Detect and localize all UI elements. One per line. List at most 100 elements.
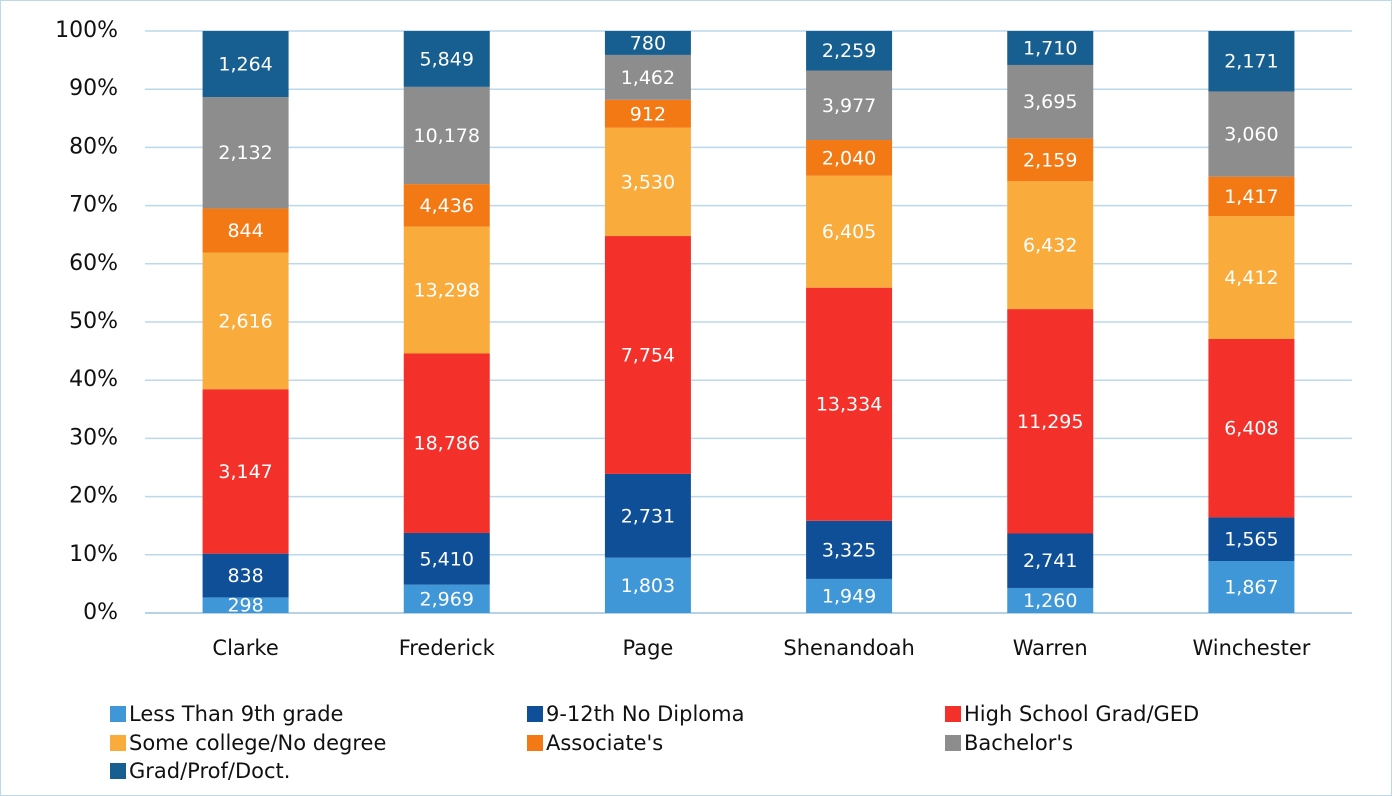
data-label: 5,410 <box>420 548 474 570</box>
data-label: 780 <box>630 32 666 54</box>
data-label: 1,417 <box>1224 186 1278 208</box>
data-label: 7,754 <box>621 344 675 366</box>
x-tick-label: Clarke <box>212 636 278 660</box>
bar-segment <box>1007 181 1094 310</box>
y-tick-label: 10% <box>69 542 118 567</box>
data-label: 2,259 <box>822 40 876 62</box>
data-label: 2,159 <box>1023 149 1077 171</box>
data-label: 13,298 <box>414 279 480 301</box>
bar-segment <box>604 54 691 100</box>
legend-swatch <box>527 735 543 751</box>
data-label: 2,132 <box>218 142 272 164</box>
legend-label: 9-12th No Diploma <box>546 702 744 726</box>
data-label: 2,040 <box>822 147 876 169</box>
bar-segment <box>202 31 289 98</box>
y-tick-label: 20% <box>69 484 118 509</box>
legend-swatch <box>110 763 126 779</box>
data-label: 1,867 <box>1224 577 1278 599</box>
legend-label: High School Grad/GED <box>964 702 1199 726</box>
data-label: 2,741 <box>1023 550 1077 572</box>
data-label: 838 <box>227 565 263 587</box>
bar-segment <box>1208 216 1295 339</box>
data-label: 298 <box>227 595 263 617</box>
x-tick-label: Warren <box>1013 636 1088 660</box>
y-tick-label: 40% <box>69 367 118 392</box>
bar-segment <box>1208 176 1295 217</box>
bar-segment <box>604 473 691 558</box>
data-label: 3,147 <box>218 461 272 483</box>
bar-segment <box>806 70 893 141</box>
bar-segment <box>202 553 289 598</box>
bar-segment <box>403 86 490 185</box>
legend-swatch <box>945 706 961 722</box>
bar-segment <box>1208 338 1295 518</box>
bar-segment <box>1007 587 1094 613</box>
bar-segment <box>604 99 691 128</box>
legend-swatch <box>110 706 126 722</box>
data-label: 6,408 <box>1224 418 1278 440</box>
data-label: 5,849 <box>420 48 474 70</box>
bar-segment <box>806 140 893 176</box>
data-label: 4,412 <box>1224 267 1278 289</box>
bar-segment <box>202 252 289 390</box>
data-label: 6,405 <box>822 221 876 243</box>
y-tick-label: 90% <box>69 76 118 101</box>
legend-label: Some college/No degree <box>129 731 386 755</box>
y-tick-label: 100% <box>55 18 118 43</box>
x-tick-label: Page <box>622 636 673 660</box>
legend-swatch <box>527 706 543 722</box>
bar-segment <box>1007 533 1094 588</box>
legend-swatch <box>945 735 961 751</box>
y-tick-label: 50% <box>69 309 118 334</box>
data-label: 6,432 <box>1023 235 1077 257</box>
bar-segment <box>1007 309 1094 534</box>
bar-segment <box>403 532 490 585</box>
bar-segment <box>806 287 893 521</box>
bar-segment <box>202 597 289 613</box>
data-label: 13,334 <box>816 394 882 416</box>
bar-segment <box>1208 517 1295 562</box>
y-tick-label: 80% <box>69 134 118 159</box>
y-tick-label: 30% <box>69 425 118 450</box>
y-tick-label: 0% <box>83 600 118 625</box>
y-tick-label: 60% <box>69 251 118 276</box>
data-label: 1,565 <box>1224 529 1278 551</box>
x-tick-label: Frederick <box>399 636 496 660</box>
data-label: 10,178 <box>414 125 480 147</box>
bar-segment <box>1208 31 1295 92</box>
y-tick-label: 70% <box>69 193 118 218</box>
data-label: 1,260 <box>1023 590 1077 612</box>
data-label: 11,295 <box>1017 411 1083 433</box>
data-label: 2,171 <box>1224 51 1278 73</box>
legend-label: Associate's <box>546 731 663 755</box>
data-label: 1,462 <box>621 67 675 89</box>
bar-segment <box>806 578 893 613</box>
data-label: 4,436 <box>420 195 474 217</box>
data-label: 912 <box>630 103 666 125</box>
bar-segment <box>1208 91 1295 177</box>
x-tick-label: Shenandoah <box>783 636 914 660</box>
data-label: 1,803 <box>621 575 675 597</box>
data-label: 844 <box>227 220 263 242</box>
bar-segment <box>1007 31 1094 65</box>
bar-segment <box>806 175 893 288</box>
data-label: 3,530 <box>621 171 675 193</box>
bar-segment <box>403 31 490 87</box>
data-label: 3,695 <box>1023 91 1077 113</box>
bar-segment <box>604 236 691 474</box>
bar-segment <box>403 226 490 354</box>
data-label: 1,949 <box>822 585 876 607</box>
bar-segment <box>1208 561 1295 613</box>
data-label: 2,616 <box>218 310 272 332</box>
legend-label: Less Than 9th grade <box>129 702 343 726</box>
bar-segment <box>202 208 289 253</box>
x-tick-label: Winchester <box>1192 636 1310 660</box>
bar-segment <box>1007 64 1094 139</box>
bar-segment <box>202 97 289 209</box>
bar-segment <box>1007 138 1094 182</box>
bar-segment <box>604 127 691 237</box>
legend-label: Grad/Prof/Doct. <box>129 759 290 783</box>
bar-segment <box>403 184 490 227</box>
data-label: 3,325 <box>822 539 876 561</box>
